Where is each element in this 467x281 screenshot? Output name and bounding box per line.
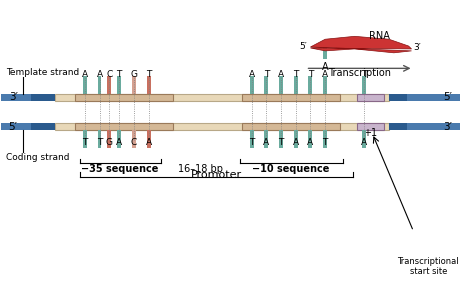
Bar	[323, 76, 327, 94]
Bar	[56, 94, 389, 101]
Bar	[389, 94, 407, 101]
Bar	[31, 94, 56, 101]
Text: A: A	[322, 70, 328, 79]
Bar	[83, 76, 87, 94]
Bar	[279, 130, 283, 148]
Bar	[250, 76, 254, 94]
Text: A: A	[293, 138, 299, 147]
Bar	[264, 76, 268, 94]
Bar	[250, 130, 254, 148]
Text: T: T	[263, 70, 269, 79]
Text: T: T	[308, 70, 313, 79]
Text: Transcription: Transcription	[328, 68, 391, 78]
Text: T: T	[249, 138, 254, 147]
Bar	[309, 130, 312, 148]
Text: Transcriptional
start site: Transcriptional start site	[397, 257, 459, 276]
Bar	[389, 94, 460, 101]
Bar	[31, 123, 56, 130]
Text: C: C	[106, 70, 113, 79]
Text: T: T	[97, 138, 102, 147]
Bar	[107, 76, 111, 94]
Bar	[147, 76, 150, 94]
Bar	[357, 123, 384, 130]
Text: +1: +1	[363, 128, 377, 138]
Bar	[389, 123, 407, 130]
Text: T: T	[82, 138, 87, 147]
Text: G: G	[130, 70, 137, 79]
Text: T: T	[116, 70, 122, 79]
Bar	[83, 130, 87, 148]
Text: −35 sequence: −35 sequence	[81, 164, 159, 175]
Text: 3′: 3′	[414, 44, 421, 53]
Text: C: C	[131, 138, 137, 147]
Bar	[264, 130, 268, 148]
Bar	[75, 94, 173, 101]
Bar	[309, 76, 312, 94]
Text: T: T	[293, 70, 298, 79]
Bar	[132, 130, 136, 148]
Bar	[117, 130, 121, 148]
Text: A: A	[97, 70, 103, 79]
Text: A: A	[278, 70, 284, 79]
Bar	[323, 45, 327, 59]
Bar	[132, 76, 136, 94]
Text: G: G	[106, 138, 113, 147]
Bar	[294, 130, 297, 148]
Text: T: T	[146, 70, 151, 79]
Text: 5′: 5′	[443, 92, 453, 103]
Text: A: A	[322, 62, 328, 72]
Text: A: A	[307, 138, 313, 147]
Text: 5′: 5′	[300, 42, 307, 51]
Bar	[357, 94, 384, 101]
Text: T: T	[362, 70, 367, 79]
Bar	[323, 130, 327, 148]
Text: A: A	[263, 138, 269, 147]
Bar	[98, 76, 101, 94]
Text: A: A	[146, 138, 152, 147]
Bar	[98, 130, 101, 148]
Bar	[75, 123, 173, 130]
Bar	[117, 76, 121, 94]
Text: Coding strand: Coding strand	[6, 153, 70, 162]
Text: 16–18 bp: 16–18 bp	[178, 164, 223, 175]
Text: A: A	[116, 138, 122, 147]
Text: T: T	[323, 138, 328, 147]
Bar	[389, 123, 460, 130]
Text: A: A	[248, 70, 255, 79]
Text: A: A	[361, 138, 368, 147]
Text: Template strand: Template strand	[6, 68, 79, 77]
Bar	[242, 94, 340, 101]
Bar	[1, 94, 56, 101]
Bar	[362, 130, 367, 148]
Bar	[279, 76, 283, 94]
Text: A: A	[82, 70, 88, 79]
Bar	[242, 123, 340, 130]
Text: −10 sequence: −10 sequence	[252, 164, 330, 175]
Bar	[362, 76, 367, 94]
Text: RNA: RNA	[369, 31, 390, 41]
Text: 5′: 5′	[9, 122, 18, 132]
Text: T: T	[278, 138, 284, 147]
Bar	[56, 123, 389, 130]
Bar	[1, 123, 56, 130]
Bar	[147, 130, 150, 148]
Text: Promoter: Promoter	[191, 170, 242, 180]
Text: 3′: 3′	[443, 122, 453, 132]
Polygon shape	[311, 36, 411, 53]
Bar	[294, 76, 297, 94]
Text: 3′: 3′	[9, 92, 18, 103]
Bar	[107, 130, 111, 148]
